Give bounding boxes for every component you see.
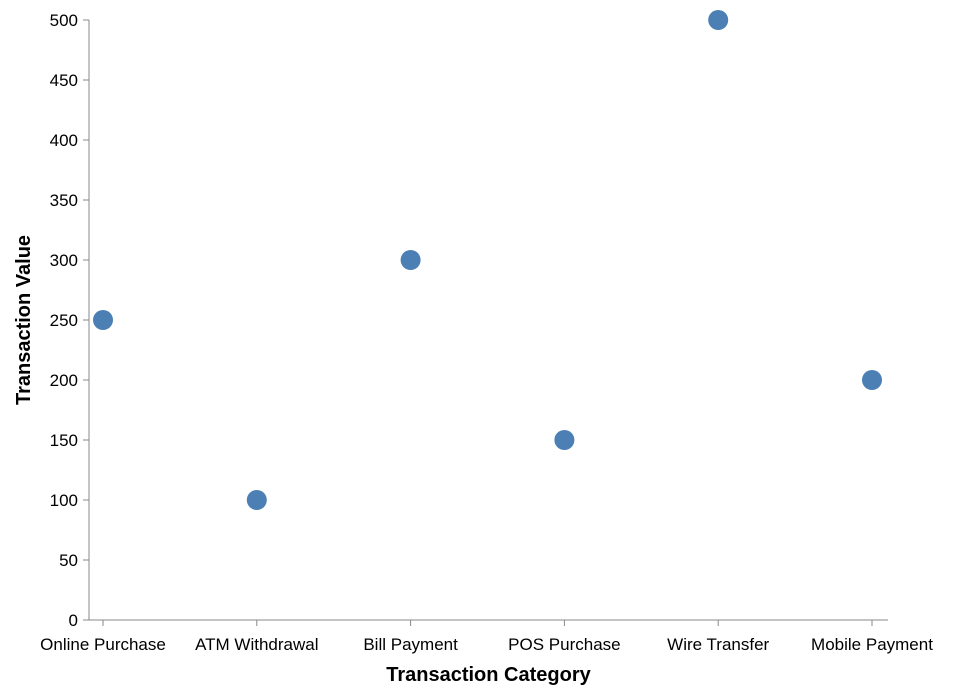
- x-tick-label: Wire Transfer: [667, 635, 769, 654]
- data-point: [862, 370, 882, 390]
- y-tick-label: 500: [50, 11, 78, 30]
- y-tick-label: 300: [50, 251, 78, 270]
- y-tick-label: 150: [50, 431, 78, 450]
- x-tick-label: Online Purchase: [40, 635, 166, 654]
- y-axis-ticks: 0 50 100 150 200 250 300 350 400 450 500: [50, 11, 89, 630]
- data-point: [708, 10, 729, 30]
- y-tick-label: 0: [69, 611, 78, 630]
- x-tick-label: Mobile Payment: [811, 635, 933, 654]
- x-axis-title: Transaction Category: [386, 664, 591, 686]
- y-tick-label: 50: [59, 551, 78, 570]
- x-tick-label: Bill Payment: [363, 635, 458, 654]
- x-axis-ticks: Online Purchase ATM Withdrawal Bill Paymen…: [40, 620, 933, 654]
- data-point: [400, 250, 421, 270]
- y-tick-label: 450: [50, 71, 78, 90]
- data-point: [93, 310, 113, 330]
- data-points: [93, 10, 882, 510]
- data-point: [246, 490, 267, 510]
- x-tick-label: POS Purchase: [508, 635, 620, 654]
- y-tick-label: 400: [50, 131, 78, 150]
- y-axis-title: Transaction Value: [13, 235, 35, 405]
- x-tick-label: ATM Withdrawal: [195, 635, 318, 654]
- y-tick-label: 100: [50, 491, 78, 510]
- y-tick-label: 200: [50, 371, 78, 390]
- y-tick-label: 250: [50, 311, 78, 330]
- data-point: [554, 430, 575, 450]
- y-tick-label: 350: [50, 191, 78, 210]
